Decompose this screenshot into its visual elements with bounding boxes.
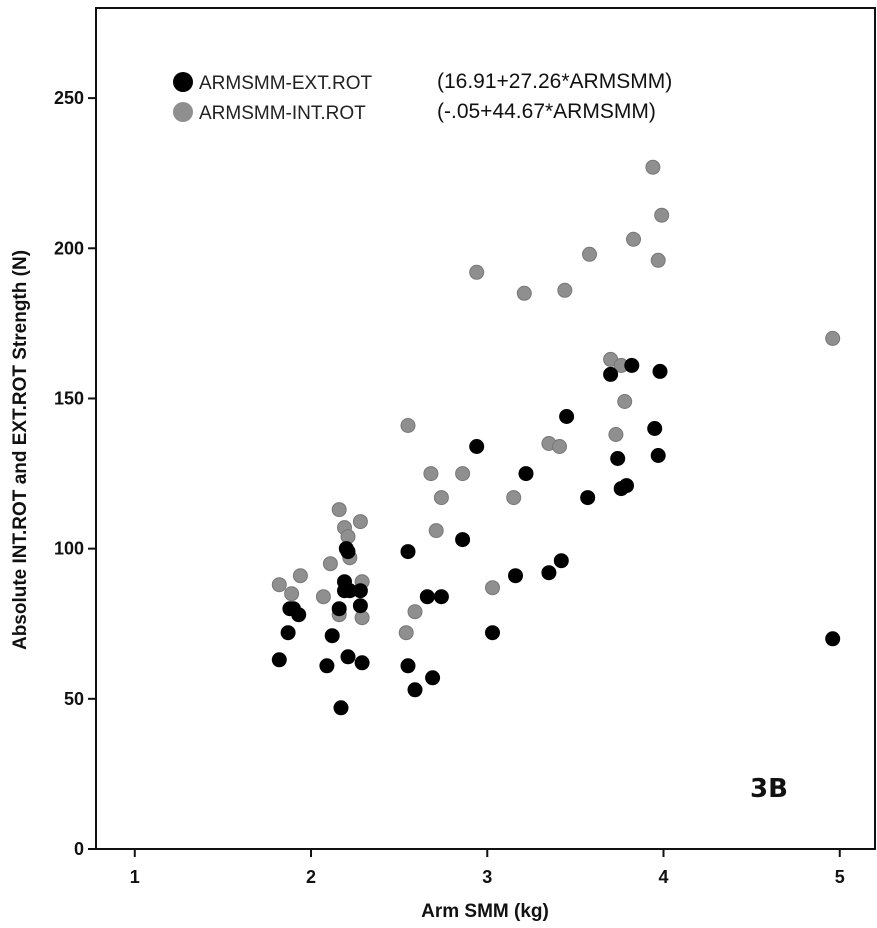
data-point-ext-rot (340, 649, 356, 665)
y-tick-label: 200 (54, 238, 84, 258)
data-point-int-rot (455, 466, 471, 482)
data-point-int-rot (557, 282, 573, 298)
data-point-ext-rot (619, 478, 634, 494)
data-point-ext-rot (425, 670, 441, 686)
data-point-int-rot (322, 556, 338, 572)
data-point-ext-rot (400, 544, 416, 560)
data-point-ext-rot (652, 363, 668, 379)
data-point-ext-rot (541, 565, 557, 581)
data-point-int-rot (284, 586, 300, 602)
x-tick-label: 4 (658, 867, 668, 887)
data-point-ext-rot (610, 451, 626, 466)
plot-frame (95, 7, 876, 850)
data-point-int-rot (331, 502, 347, 518)
data-point-int-rot (650, 252, 666, 268)
x-tick-label: 3 (482, 867, 492, 887)
data-point-int-rot (552, 439, 567, 454)
data-point-ext-rot (333, 700, 349, 716)
x-tick-label: 1 (130, 867, 140, 887)
data-point-int-rot (407, 604, 423, 620)
data-point-int-rot (315, 589, 331, 605)
data-point-ext-rot (271, 652, 287, 668)
data-point-ext-rot (407, 682, 423, 698)
data-point-ext-rot (559, 409, 575, 424)
y-tick-label: 100 (54, 539, 84, 559)
data-point-int-rot (506, 490, 522, 506)
data-point-ext-rot (455, 532, 471, 548)
data-point-ext-rot (518, 466, 534, 482)
data-point-int-rot (485, 580, 500, 596)
data-point-ext-rot (553, 553, 569, 569)
legend-marker-int-rot (173, 102, 193, 122)
data-point-ext-rot (603, 366, 619, 382)
legend-equation-ext-rot: (16.91+27.26*ARMSMM) (437, 70, 672, 93)
data-point-int-rot (398, 625, 414, 641)
data-point-int-rot (582, 246, 597, 262)
data-point-int-rot (469, 264, 485, 280)
data-point-ext-rot (419, 589, 435, 605)
data-point-int-rot (608, 427, 624, 442)
data-point-ext-rot (340, 544, 356, 560)
data-point-int-rot (271, 577, 287, 593)
data-point-int-rot (626, 231, 641, 247)
legend-equation-int-rot: (-.05+44.67*ARMSMM) (437, 100, 656, 123)
data-point-ext-rot (825, 631, 841, 647)
y-tick-label: 150 (54, 388, 84, 408)
data-point-ext-rot (508, 568, 523, 584)
data-point-int-rot (516, 285, 532, 301)
data-point-int-rot (352, 514, 368, 530)
data-point-ext-rot (354, 655, 370, 671)
y-tick-label: 250 (54, 88, 84, 108)
data-point-ext-rot (400, 658, 416, 674)
legend: ARMSMM-EXT.ROT (16.91+27.26*ARMSMM) ARMS… (173, 70, 672, 124)
x-tick-label: 2 (306, 867, 316, 887)
legend-label-ext-rot: ARMSMM-EXT.ROT (199, 73, 373, 94)
data-point-ext-rot (624, 357, 640, 373)
data-point-ext-rot (647, 421, 663, 436)
y-axis: 0 50 100 150 200 250 (54, 88, 96, 859)
data-point-int-rot (654, 207, 670, 223)
data-point-int-rot (292, 568, 308, 584)
data-point-int-rot (400, 418, 416, 433)
data-point-int-rot (617, 394, 633, 409)
data-point-ext-rot (650, 448, 666, 463)
x-tick-label: 5 (835, 867, 845, 887)
data-point-ext-rot (352, 598, 368, 614)
y-tick-label: 0 (74, 839, 84, 859)
data-point-int-rot (645, 159, 661, 175)
data-point-int-rot (423, 466, 439, 482)
data-point-ext-rot (331, 601, 347, 617)
data-point-ext-rot (324, 628, 340, 644)
data-point-ext-rot (469, 439, 485, 454)
data-point-int-rot (433, 490, 449, 506)
data-point-ext-rot (280, 625, 296, 641)
data-point-ext-rot (485, 625, 500, 641)
data-point-ext-rot (319, 658, 335, 674)
data-point-int-rot (825, 330, 841, 346)
data-point-ext-rot (291, 607, 307, 623)
data-point-int-rot (428, 523, 444, 539)
data-points (271, 159, 841, 716)
data-point-ext-rot (433, 589, 449, 605)
y-tick-label: 50 (64, 689, 84, 709)
legend-label-int-rot: ARMSMM-INT.ROT (199, 103, 366, 124)
legend-marker-ext-rot (173, 72, 193, 92)
data-point-ext-rot (580, 490, 596, 506)
y-axis-title: Absolute INT.ROT and EXT.ROT Strength (N… (10, 250, 31, 650)
data-point-ext-rot (352, 583, 368, 599)
panel-label: 3B (750, 774, 788, 804)
x-axis-title: Arm SMM (kg) (421, 901, 549, 922)
x-axis: 1 2 3 4 5 (130, 849, 845, 887)
